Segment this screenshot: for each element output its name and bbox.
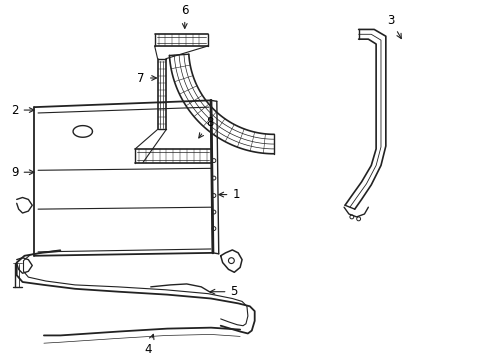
Text: 4: 4 [144,334,154,356]
Text: 6: 6 [181,4,188,28]
Text: 8: 8 [199,117,213,138]
Text: 2: 2 [11,104,34,117]
Text: 1: 1 [219,188,240,201]
Text: 9: 9 [11,166,34,179]
Text: 5: 5 [210,285,237,298]
Text: 7: 7 [137,72,156,85]
Text: 3: 3 [386,14,401,39]
